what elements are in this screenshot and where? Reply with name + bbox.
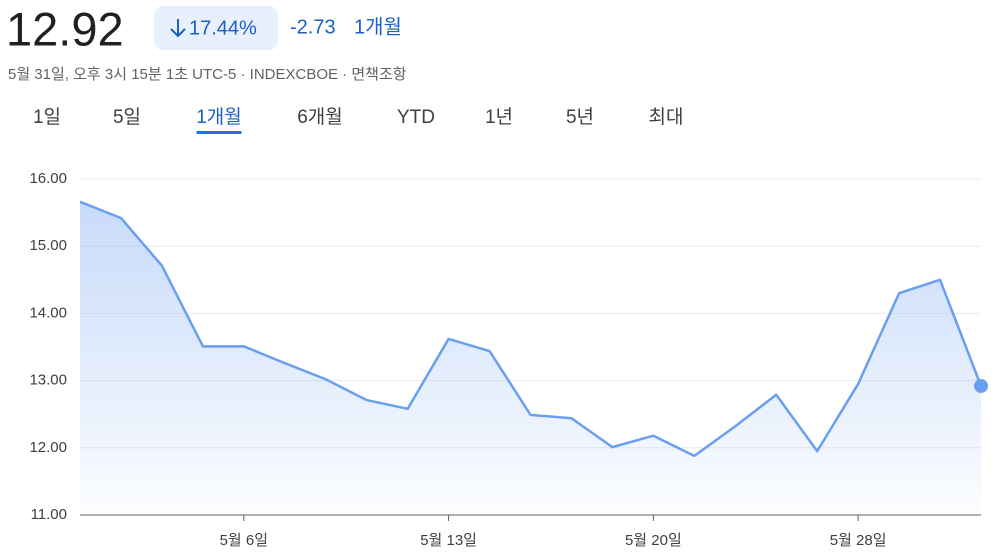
last-point <box>974 378 988 393</box>
tab[interactable]: 최대 <box>649 106 684 128</box>
x-tick-label: 5월 28일 <box>830 532 887 549</box>
x-tick-label: 5월 6일 <box>220 532 268 549</box>
y-tick-label: 12.00 <box>29 439 67 456</box>
subtitle: 5월 31일, 오후 3시 15분 1초 UTC-5 · INDEXCBOE ·… <box>8 66 407 83</box>
x-tick-label: 5월 20일 <box>625 532 682 549</box>
tab-underline <box>196 131 242 134</box>
tab[interactable]: 1개월 <box>196 106 242 128</box>
y-tick-label: 13.00 <box>29 372 67 389</box>
y-tick-label: 16.00 <box>29 170 67 187</box>
tab[interactable]: YTD <box>397 107 435 128</box>
y-tick-label: 11.00 <box>31 506 67 523</box>
tab[interactable]: 1년 <box>485 106 513 128</box>
tab[interactable]: 1일 <box>33 106 61 128</box>
period: 1개월 <box>354 15 402 38</box>
tab[interactable]: 6개월 <box>297 106 343 128</box>
y-tick-label: 14.00 <box>29 304 67 321</box>
change: -2.73 <box>290 16 336 38</box>
change-badge <box>154 6 278 50</box>
tab[interactable]: 5년 <box>566 106 594 128</box>
area <box>80 201 981 515</box>
tab-bar: 1일 5일 1개월 6개월 YTD 1년 5년 최대 <box>33 106 684 134</box>
y-tick-label: 15.00 <box>29 237 67 254</box>
tab[interactable]: 5일 <box>113 106 141 128</box>
x-tick-label: 5월 13일 <box>420 532 477 549</box>
price-line <box>79 200 983 458</box>
chart: 11.00 12.00 13.00 14.00 15.00 16.00 5월 6일 5월 13… <box>29 170 988 549</box>
change-percent: 17.44% <box>189 17 257 39</box>
down-arrow <box>170 19 186 38</box>
price: 12.92 <box>6 2 124 55</box>
